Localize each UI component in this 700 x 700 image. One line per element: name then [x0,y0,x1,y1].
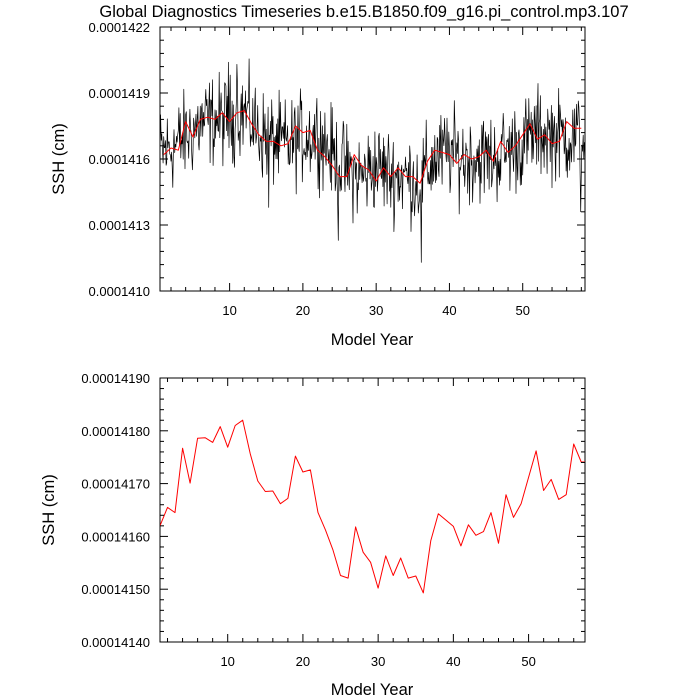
top-x-axis-label: Model Year [331,331,414,349]
bottom-x-tick-label: 40 [446,654,460,669]
top-y-tick-label: 0.0001416 [89,152,150,167]
top-x-tick-label: 10 [222,303,236,318]
bottom-x-axis-label: Model Year [331,681,414,699]
bottom-axes: 10 20 30 40 50 0.00014140 0.00014150 0.00014160… [81,371,585,669]
bottom-x-tick-label: 30 [371,654,385,669]
bottom-y-tick-label: 0.00014170 [81,477,150,492]
top-y-tick-label: 0.0001422 [89,20,150,35]
top-axes: 10 20 30 40 50 0.0001410 0.0001413 0.0001416 0.0… [89,20,585,318]
bottom-y-axis-label: SSH (cm) [40,474,58,546]
bottom-annual-series-line [160,419,585,594]
top-x-tick-label: 30 [369,303,383,318]
top-x-tick-label: 40 [442,303,456,318]
top-annual-series-line [163,110,582,184]
bottom-y-tick-label: 0.00014150 [81,582,150,597]
bottom-y-tick-label: 0.00014190 [81,371,150,386]
top-plot-frame [159,26,586,292]
monthly-series-line [160,58,585,263]
top-y-axis-label: SSH (cm) [50,123,68,195]
bottom-plot-frame [159,377,586,643]
top-y-tick-label: 0.0001419 [89,86,150,101]
top-x-tick-label: 50 [515,303,529,318]
bottom-y-tick-label: 0.00014180 [81,424,150,439]
bottom-panel: 10 20 30 40 50 0.00014140 0.00014150 0.00014160… [40,371,586,699]
bottom-y-tick-label: 0.00014140 [81,635,150,650]
bottom-y-tick-label: 0.00014160 [81,529,150,544]
bottom-x-tick-label: 50 [521,654,535,669]
bottom-data-layer [160,419,585,594]
top-y-tick-label: 0.0001413 [89,218,150,233]
bottom-x-tick-label: 10 [220,654,234,669]
bottom-x-tick-label: 20 [296,654,310,669]
top-panel: 10 20 30 40 50 0.0001410 0.0001413 0.0001416 0.0… [50,20,586,349]
top-x-tick-label: 20 [296,303,310,318]
top-data-layer [160,58,585,263]
top-y-tick-label: 0.0001410 [89,284,150,299]
figure-title: Global Diagnostics Timeseries b.e15.B185… [99,3,628,21]
